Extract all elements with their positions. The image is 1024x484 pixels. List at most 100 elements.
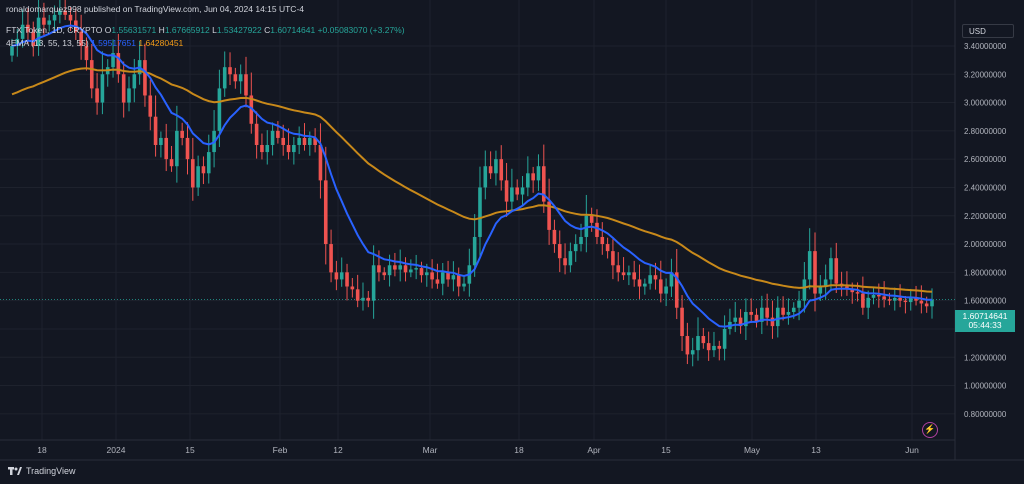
- footer-brand: TradingView: [26, 466, 76, 476]
- ema-legend[interactable]: 4EMA (13, 55, 13, 55) 1.59517651 1.64280…: [6, 38, 183, 48]
- candle-body: [127, 88, 131, 103]
- currency-button[interactable]: USD: [962, 24, 1014, 38]
- candle-body: [121, 74, 126, 103]
- candle-body: [478, 187, 482, 237]
- time-tick-label: Mar: [423, 445, 438, 455]
- candle-body: [260, 145, 264, 153]
- candle-body: [690, 350, 695, 355]
- candle-body: [892, 297, 897, 301]
- candle-body: [116, 53, 121, 75]
- candle-body: [249, 95, 254, 124]
- candle-body: [781, 307, 785, 315]
- close-label: C: [264, 25, 271, 35]
- candle-body: [15, 38, 20, 46]
- publisher-line: ronaldomarquez998 published on TradingVi…: [6, 4, 305, 14]
- candle-body: [419, 268, 424, 276]
- candle-body: [238, 74, 243, 82]
- candle-body: [111, 53, 115, 68]
- candle-body: [643, 283, 647, 287]
- candle-body: [760, 307, 764, 322]
- candle-body: [531, 173, 535, 181]
- candle-body: [276, 130, 280, 138]
- candle-body: [483, 166, 488, 188]
- ema-slow-line: [11, 67, 933, 293]
- candle-body: [175, 130, 179, 167]
- last-price-tag: 1.60714641 05:44:33: [955, 310, 1015, 332]
- price-tick-label: 2.60000000: [964, 155, 1007, 164]
- candle-body: [908, 297, 913, 303]
- candle-body: [180, 130, 184, 138]
- candle-body: [861, 293, 865, 308]
- candle-body: [680, 307, 684, 337]
- candle-body: [185, 137, 190, 160]
- candle-body: [791, 307, 796, 312]
- candle-body: [350, 286, 355, 290]
- candle-body: [924, 303, 929, 307]
- candle-body: [292, 145, 296, 153]
- candle-body: [664, 286, 668, 294]
- lightning-icon[interactable]: ⚡: [922, 422, 938, 438]
- candle-body: [877, 294, 881, 297]
- candle-body: [382, 272, 387, 276]
- tradingview-footer[interactable]: TradingView: [8, 466, 76, 476]
- candle-body: [47, 20, 52, 25]
- high-value: 1.67665912: [164, 25, 210, 35]
- candle-body: [632, 272, 636, 280]
- candle-body: [244, 74, 248, 96]
- time-tick-label: Jun: [905, 445, 919, 455]
- candle-body: [451, 275, 456, 280]
- candle-body: [472, 236, 477, 266]
- candle-body: [669, 272, 674, 287]
- time-tick-label: 15: [185, 445, 195, 455]
- candle-body: [308, 137, 312, 145]
- candle-body: [440, 272, 445, 284]
- candle-body: [313, 137, 317, 145]
- candle-body: [871, 294, 876, 298]
- open-value: 1.55631571: [111, 25, 157, 35]
- candle-body: [855, 292, 860, 294]
- candle-body: [930, 299, 934, 307]
- price-tick-label: 1.20000000: [964, 353, 1007, 362]
- candle-body: [536, 166, 541, 181]
- ema-fast-line: [11, 24, 932, 328]
- candle-body: [26, 24, 30, 32]
- candle-body: [345, 272, 349, 287]
- candle-body: [557, 244, 562, 259]
- candle-body: [462, 283, 466, 287]
- candle-body: [100, 74, 105, 103]
- price-tick-label: 0.80000000: [964, 410, 1007, 419]
- candle-body: [222, 67, 227, 89]
- candle-body: [424, 272, 429, 276]
- high-label: H: [158, 25, 165, 35]
- candle-body: [770, 317, 775, 327]
- candle-body: [515, 187, 520, 195]
- candle-body: [611, 251, 615, 266]
- candle-body: [254, 123, 259, 145]
- candle-body: [595, 222, 599, 237]
- candle-body: [329, 244, 333, 273]
- candle-body: [520, 187, 525, 195]
- tradingview-logo-icon: [8, 467, 22, 475]
- candle-body: [355, 289, 360, 301]
- candle-body: [233, 74, 238, 82]
- candle-body: [201, 166, 206, 174]
- candle-body: [361, 297, 365, 301]
- price-tick-label: 2.20000000: [964, 212, 1007, 221]
- candle-body: [499, 159, 504, 181]
- candle-body: [658, 279, 663, 294]
- candle-body: [446, 272, 450, 280]
- candle-body: [302, 137, 307, 145]
- candle-body: [722, 328, 727, 349]
- candle-body: [786, 311, 791, 315]
- candle-body: [494, 159, 498, 174]
- candle-body: [265, 145, 270, 153]
- candle-body: [674, 272, 679, 308]
- ema-label: 4EMA (13, 55, 13, 55): [6, 38, 89, 48]
- candle-body: [10, 45, 14, 56]
- candle-body: [63, 10, 67, 15]
- candle-body: [653, 275, 658, 280]
- candle-body: [600, 236, 605, 245]
- candle-body: [58, 10, 62, 15]
- candle-body: [52, 14, 57, 21]
